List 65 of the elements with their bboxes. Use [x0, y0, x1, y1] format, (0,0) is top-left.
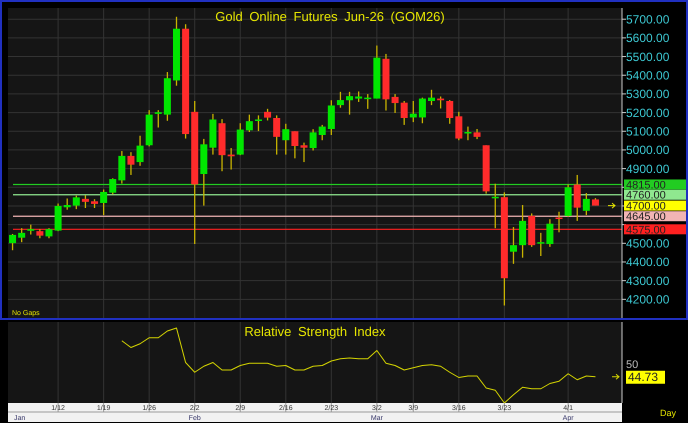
- candlestick: [254, 114, 262, 132]
- candlestick: [464, 126, 472, 141]
- y-tick-label: 5400.00: [626, 68, 670, 82]
- candlestick: [364, 93, 372, 110]
- candlestick: [273, 114, 280, 156]
- ref-line-label: 4645.00: [626, 211, 666, 224]
- candlestick: [310, 128, 317, 152]
- candlestick: [537, 232, 544, 257]
- y-tick-label: 5200.00: [626, 106, 670, 120]
- y-tick-label: 5700.00: [626, 12, 670, 26]
- candlestick: [282, 123, 290, 156]
- candlestick: [437, 96, 444, 110]
- candlestick: [328, 100, 335, 136]
- candlestick: [318, 124, 326, 141]
- candlestick: [109, 178, 116, 196]
- text: 44.73: [628, 370, 658, 384]
- candlestick: [400, 100, 408, 126]
- candlestick: [355, 90, 362, 103]
- candlestick: [27, 224, 34, 236]
- candlestick: [45, 228, 52, 239]
- candlestick: [418, 96, 426, 124]
- candlestick: [82, 194, 89, 209]
- candlestick: [291, 130, 298, 159]
- y-tick-label: 5000.00: [626, 143, 670, 158]
- y-tick-label: 4200.00: [626, 292, 670, 307]
- text: 50: [626, 358, 638, 371]
- y-tick-label: 5500.00: [626, 50, 670, 64]
- candlestick: [246, 114, 253, 133]
- candlestick: [474, 128, 481, 140]
- y-tick-label: 5100.00: [626, 124, 670, 138]
- candlestick: [510, 226, 517, 264]
- ref-line-label: 4760.00: [626, 190, 666, 202]
- candlestick: [154, 110, 162, 128]
- y-tick-label: 4300.00: [626, 274, 670, 288]
- chart-title: Gold Online Futures Jun-26 (GOM26): [215, 9, 445, 24]
- candlestick: [336, 91, 344, 108]
- candlestick: [410, 100, 417, 123]
- candlestick: [64, 198, 71, 210]
- y-tick-label: 5600.00: [626, 31, 670, 46]
- candlestick: [18, 228, 26, 243]
- candlestick: [428, 89, 436, 106]
- ref-line-label: 4575.00: [626, 224, 666, 236]
- chart-title: Relative Strength Index: [244, 324, 386, 339]
- candlestick: [264, 108, 272, 122]
- candlestick: [546, 218, 554, 248]
- y-tick-label: 4400.00: [626, 255, 670, 270]
- candlestick: [574, 174, 581, 222]
- text: Day: [660, 408, 676, 418]
- candlestick: [9, 233, 16, 251]
- candlestick: [392, 93, 399, 114]
- candlestick: [127, 152, 134, 176]
- y-tick-label: 4900.00: [626, 162, 670, 176]
- text: 4700.00: [626, 200, 666, 213]
- candlestick: [346, 91, 354, 116]
- candlestick: [455, 111, 462, 141]
- y-tick-label: 5300.00: [626, 87, 670, 102]
- y-tick-label: 4500.00: [626, 236, 670, 250]
- candlestick: [446, 99, 454, 124]
- ref-line-label: 4815.00: [626, 179, 666, 192]
- candlestick: [100, 188, 108, 216]
- candlestick: [72, 195, 80, 210]
- candlestick: [136, 135, 144, 166]
- candlestick: [582, 192, 590, 216]
- candlestick: [228, 147, 235, 170]
- candlestick: [492, 183, 499, 229]
